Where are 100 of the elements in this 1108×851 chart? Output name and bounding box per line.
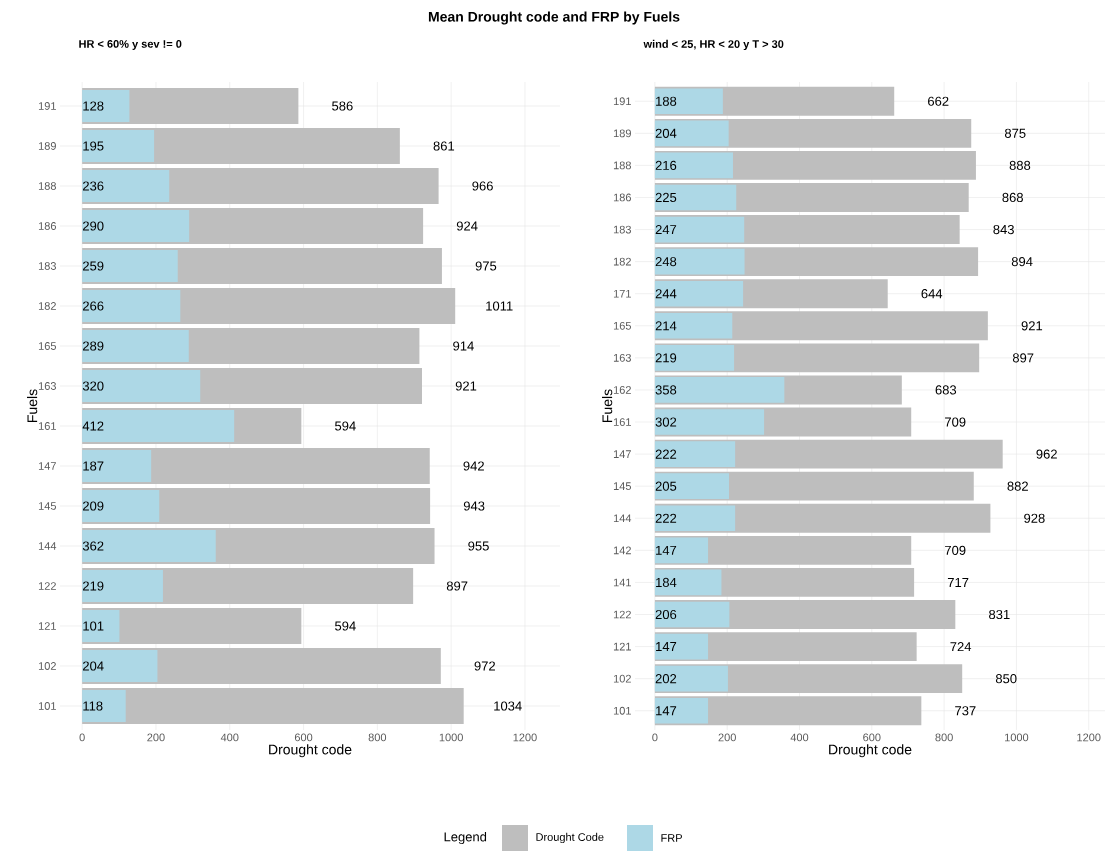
x-axis-title: Drought code (269, 744, 352, 758)
data-label: 248 (655, 257, 677, 267)
data-label: 362 (82, 541, 104, 551)
bar (654, 569, 722, 596)
bar (82, 329, 189, 362)
y-tick-label: 171 (613, 289, 631, 298)
bar (654, 441, 736, 467)
y-tick-label: 145 (613, 482, 631, 491)
data-label: 924 (456, 221, 478, 231)
x-tick-label: 1000 (1005, 733, 1029, 742)
data-label: 236 (83, 181, 104, 191)
y-tick-label: 142 (613, 546, 631, 555)
chart-subtitle: HR < 60% y sev != 0 (79, 40, 182, 50)
bar (82, 169, 170, 202)
y-tick-label: 101 (613, 706, 631, 715)
legend-label: Drought Code (536, 832, 604, 844)
bar (82, 449, 152, 482)
data-label: 187 (83, 461, 104, 471)
legend-label: FRP (661, 834, 682, 842)
x-tick-label: 600 (294, 733, 313, 742)
bar (82, 289, 181, 322)
bar (654, 216, 745, 243)
data-label: 320 (82, 381, 104, 391)
y-tick-label: 186 (38, 222, 56, 230)
data-label: 188 (656, 96, 677, 106)
bar (654, 377, 785, 403)
data-label: 147 (656, 545, 677, 555)
bar (82, 489, 160, 522)
x-tick-label: 0 (79, 733, 85, 742)
data-label: 975 (475, 261, 497, 271)
data-label: 737 (955, 706, 976, 716)
data-label: 1034 (494, 701, 522, 711)
y-tick-label: 161 (38, 422, 56, 430)
data-label: 1011 (486, 301, 513, 311)
data-label: 147 (656, 706, 677, 716)
data-label: 921 (455, 381, 477, 391)
data-label: 921 (1021, 321, 1043, 331)
bar (82, 409, 235, 442)
data-label: 225 (655, 192, 677, 203)
y-tick-label: 183 (613, 225, 631, 234)
data-label: 861 (433, 141, 455, 151)
y-tick-label: 188 (38, 182, 56, 190)
y-axis-title: Fuels (601, 389, 613, 422)
y-tick-label: 121 (613, 642, 631, 651)
x-tick-label: 0 (652, 733, 658, 742)
data-label: 594 (335, 421, 356, 431)
data-label: 966 (472, 181, 493, 191)
y-tick-label: 188 (613, 161, 631, 170)
data-label: 118 (83, 701, 103, 711)
y-tick-label: 122 (38, 582, 56, 590)
chart-subtitle: wind < 25, HR < 20 y T > 30 (643, 39, 784, 51)
x-tick-label: 400 (220, 733, 239, 742)
data-label: 289 (83, 341, 104, 351)
data-label: 205 (655, 481, 677, 491)
y-tick-label: 162 (613, 386, 631, 394)
bar (654, 537, 709, 564)
x-tick-label: 1200 (1077, 733, 1101, 742)
data-label: 216 (655, 160, 677, 170)
y-tick-label: 102 (613, 674, 631, 683)
y-tick-label: 122 (613, 610, 631, 619)
data-label: 882 (1007, 481, 1028, 491)
data-label: 204 (655, 128, 677, 138)
y-axis-title: Fuels (26, 389, 38, 422)
x-tick-label: 1000 (439, 733, 463, 742)
x-tick-label: 200 (718, 733, 736, 742)
data-label: 709 (945, 417, 966, 427)
bar (82, 649, 158, 682)
bar (654, 697, 709, 724)
data-label: 195 (83, 141, 104, 151)
data-label: 204 (83, 661, 104, 671)
x-axis-title: Drought code (829, 744, 912, 758)
y-tick-label: 189 (38, 142, 56, 150)
data-label: 209 (83, 501, 104, 511)
bar (654, 665, 728, 692)
data-label: 358 (655, 385, 677, 395)
bar (654, 473, 730, 500)
bar (654, 248, 745, 275)
data-label: 247 (655, 225, 677, 235)
data-label: 914 (453, 341, 474, 351)
chart-title: Mean Drought code and FRP by Fuels (428, 11, 680, 25)
data-label: 147 (656, 642, 677, 652)
data-label: 875 (1004, 128, 1026, 138)
y-tick-label: 102 (38, 662, 56, 670)
y-tick-label: 163 (38, 382, 56, 390)
data-label: 214 (655, 321, 677, 331)
y-tick-label: 191 (613, 97, 631, 106)
bar (82, 529, 216, 562)
bar (654, 120, 729, 147)
data-label: 868 (1002, 192, 1023, 203)
data-label: 412 (82, 421, 104, 431)
data-label: 843 (993, 224, 1014, 235)
data-label: 928 (1024, 513, 1045, 523)
data-label: 894 (1011, 257, 1033, 267)
bar (654, 633, 709, 660)
bar (82, 689, 126, 722)
bar (82, 609, 120, 642)
data-label: 202 (655, 674, 677, 684)
data-label: 101 (83, 621, 104, 631)
data-label: 219 (655, 353, 677, 363)
y-tick-label: 183 (38, 262, 56, 270)
